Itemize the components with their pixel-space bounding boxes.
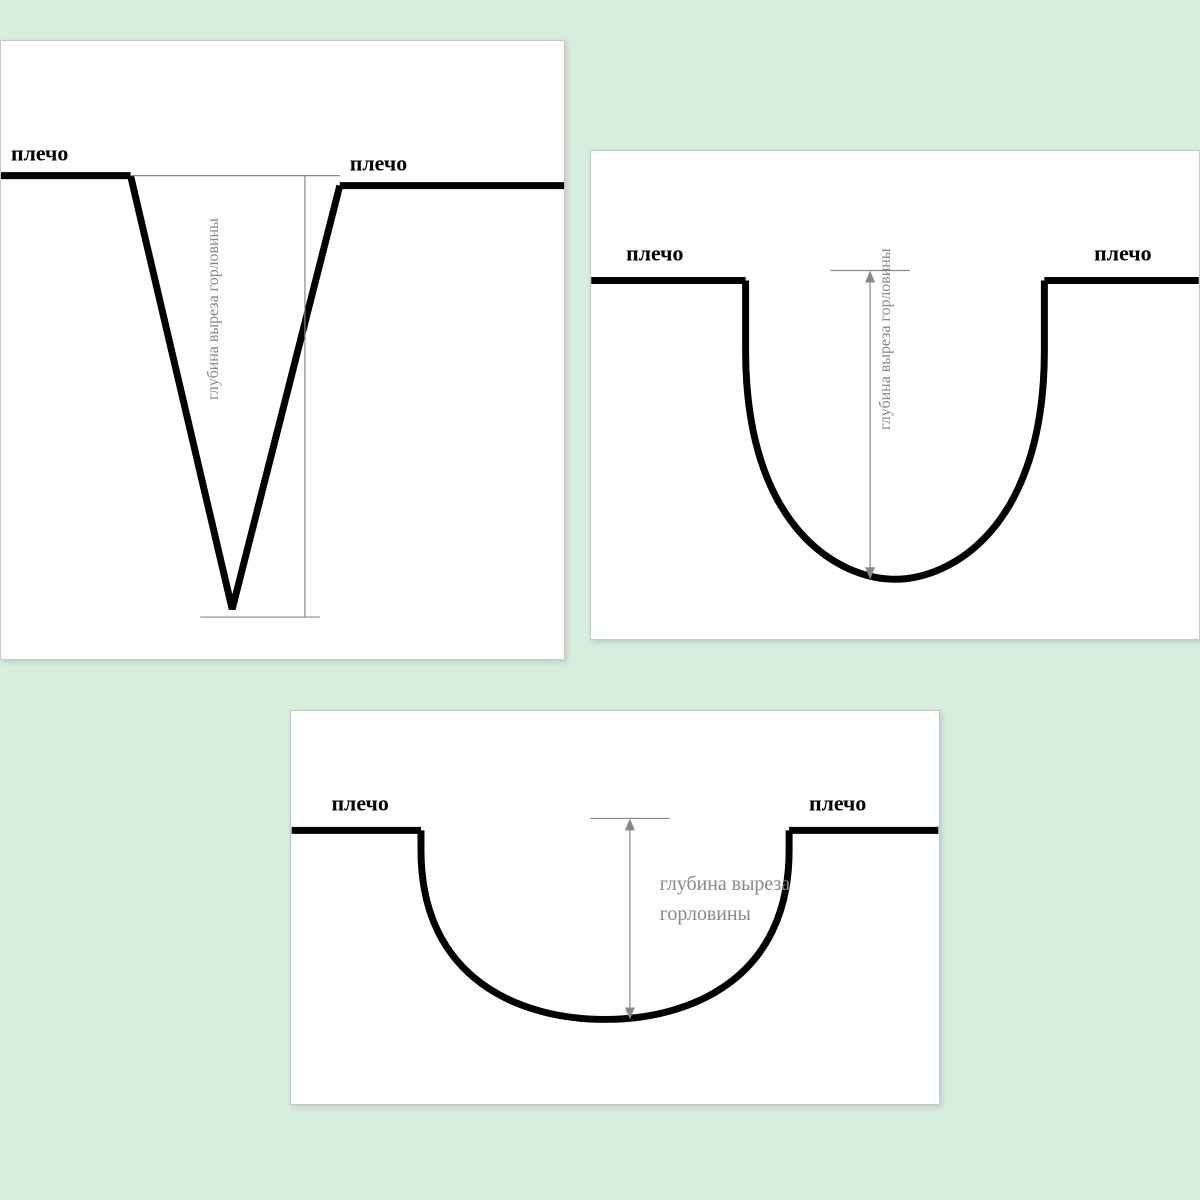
u-neck-svg: плечо плечо глубина выреза горловины xyxy=(591,151,1199,639)
arrow-top xyxy=(625,818,635,830)
v-neck-shape xyxy=(131,176,340,609)
depth-label: глубина выреза горловины xyxy=(877,248,894,430)
shoulder-label-left: плечо xyxy=(331,791,388,815)
round-neck-svg: плечо плечо глубина выреза горловины xyxy=(291,711,939,1104)
shoulder-label-right: плечо xyxy=(809,791,866,815)
shoulder-label-left: плечо xyxy=(11,141,68,166)
shoulder-label-right: плечо xyxy=(350,151,407,176)
depth-label-line1: глубина выреза xyxy=(660,873,791,895)
v-neck-panel: плечо плечо глубина выреза горловины xyxy=(0,40,565,660)
arrow-top xyxy=(865,271,875,283)
u-neck-panel: плечо плечо глубина выреза горловины xyxy=(590,150,1200,640)
u-neck-shape xyxy=(746,280,1045,579)
shoulder-label-right: плечо xyxy=(1094,241,1151,266)
v-neck-svg: плечо плечо глубина выреза горловины xyxy=(1,41,564,659)
shoulder-label-left: плечо xyxy=(626,241,683,266)
round-neck-panel: плечо плечо глубина выреза горловины xyxy=(290,710,940,1105)
depth-label: глубина выреза горловины xyxy=(205,218,222,400)
depth-label-line2: горловины xyxy=(660,903,751,925)
